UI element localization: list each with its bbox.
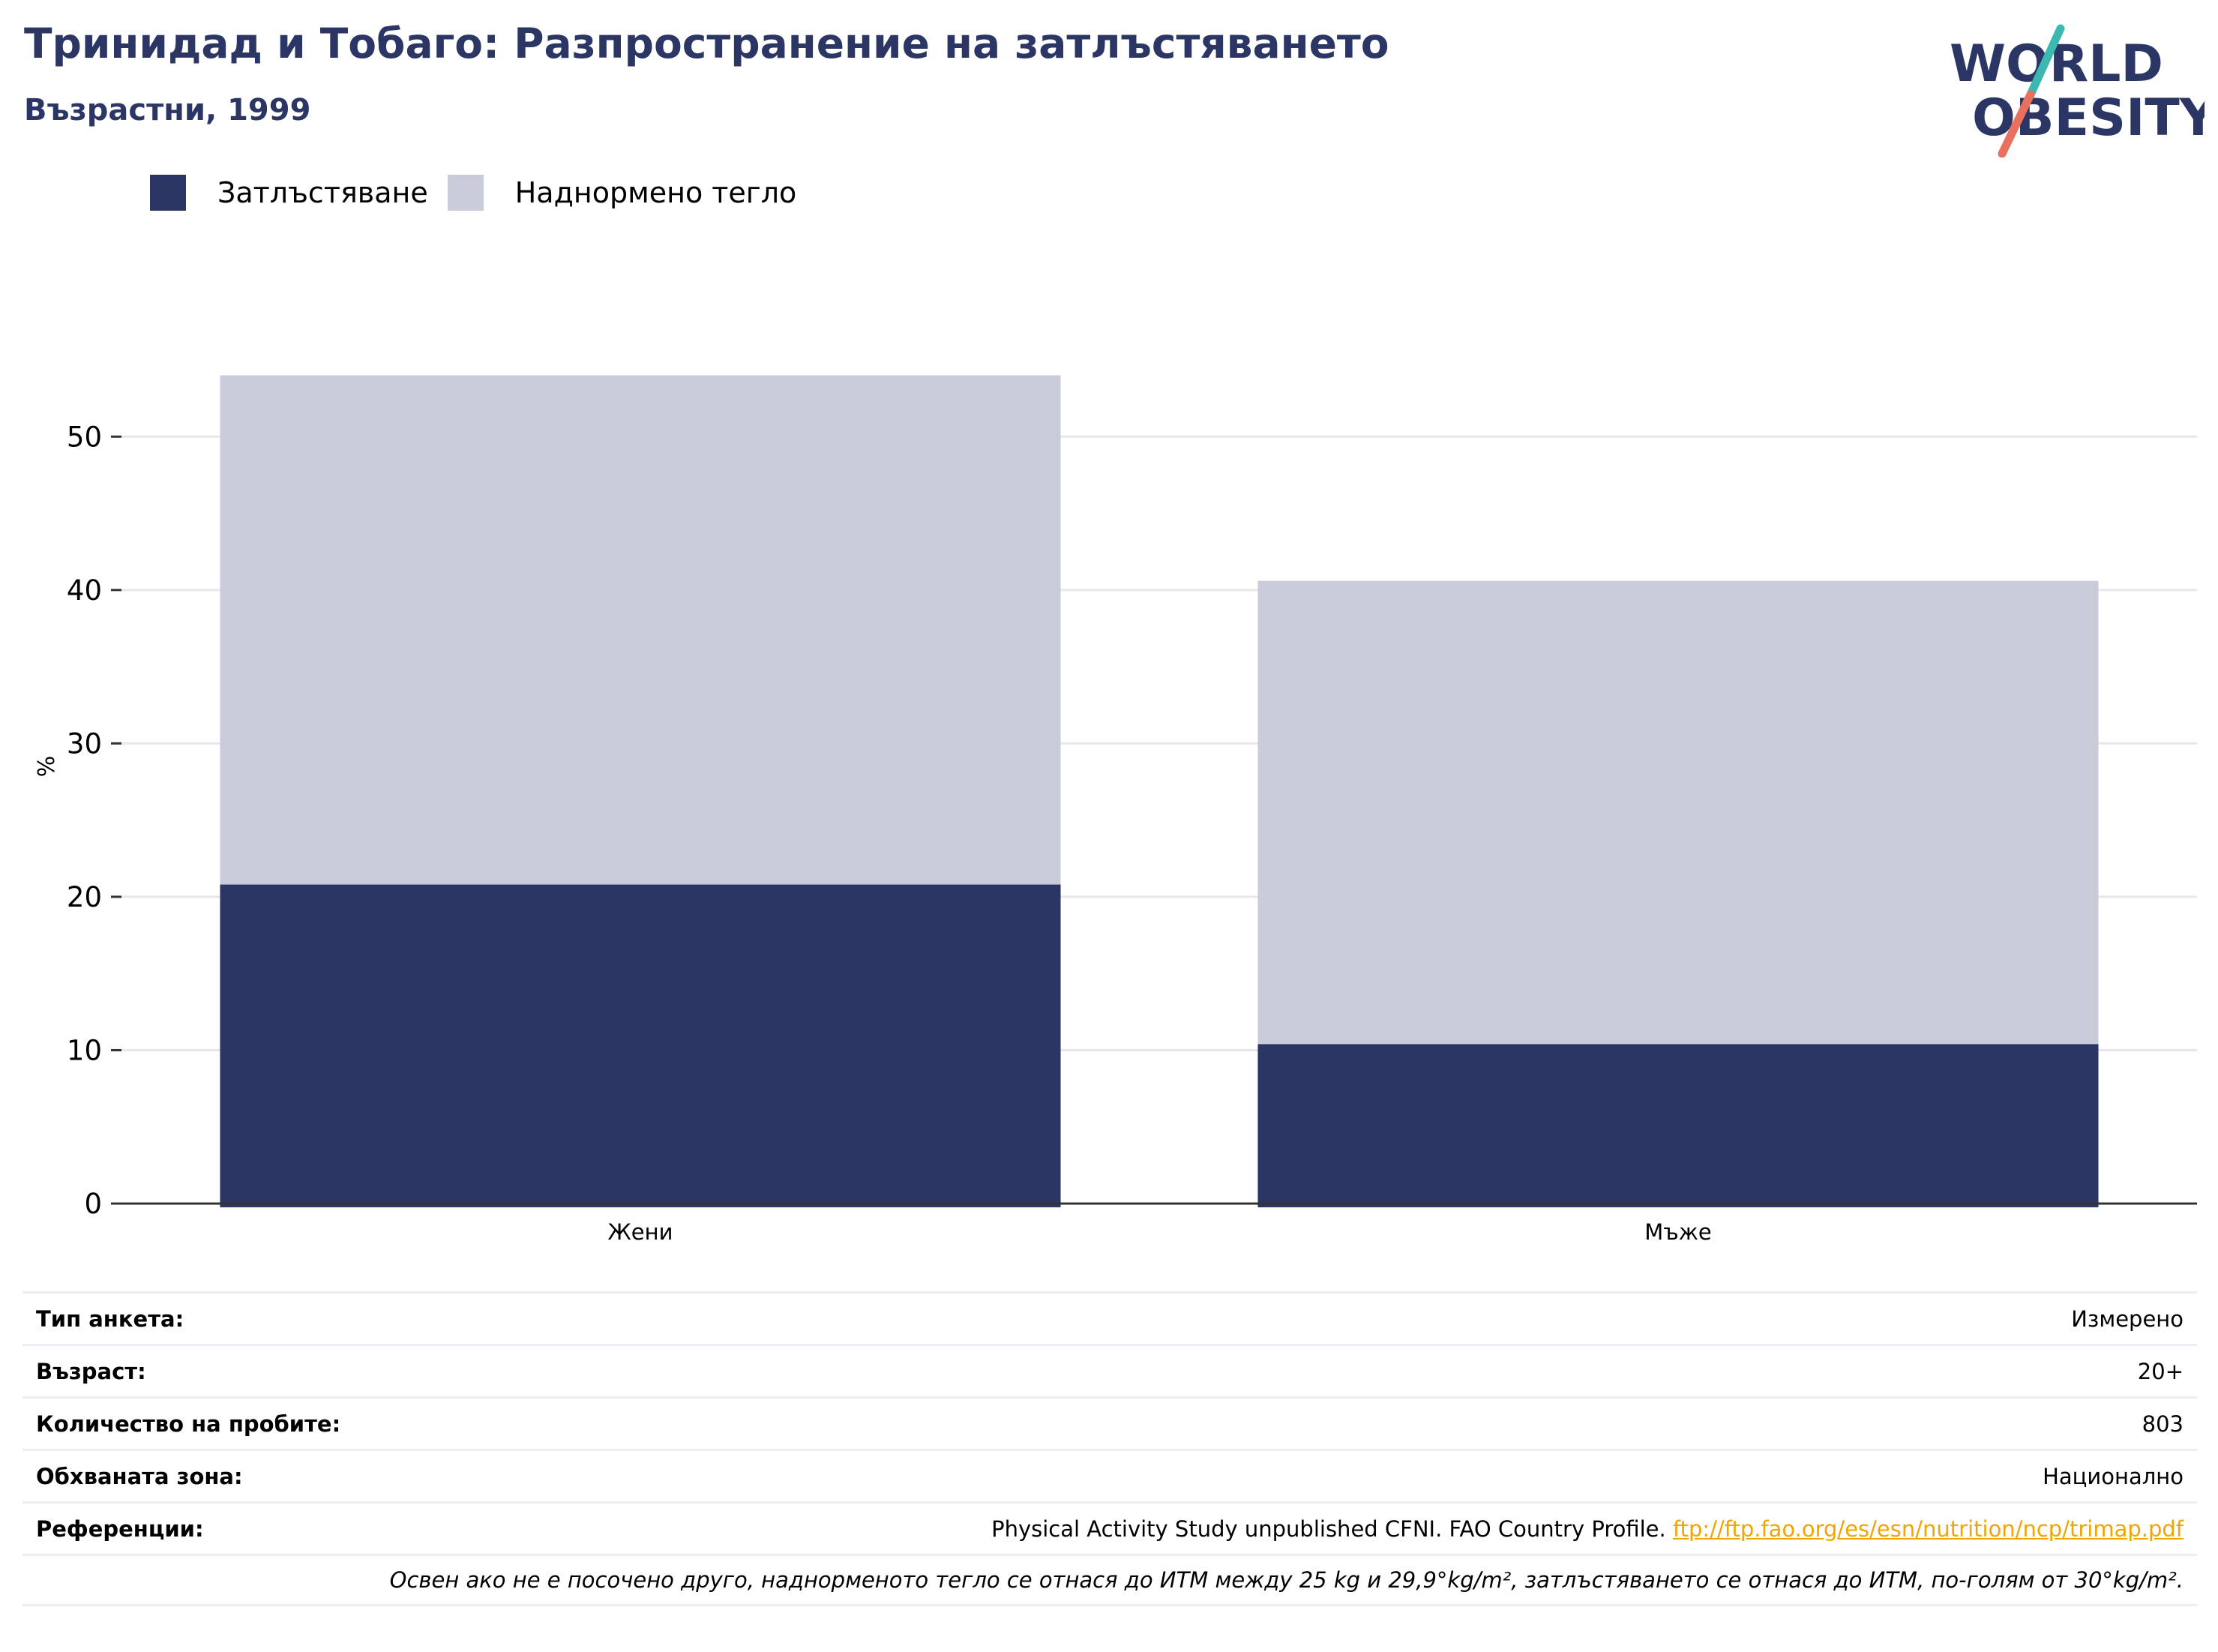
x-tick-labels: Жени Мъже: [608, 1219, 1712, 1245]
survey-type-value: Измерено: [2071, 1306, 2184, 1332]
y-axis-label: %: [34, 756, 60, 778]
legend-item-overweight: Наднормено тегло: [447, 175, 797, 211]
x-tick-label: Жени: [608, 1219, 673, 1245]
sample-size-value: 803: [2142, 1411, 2184, 1437]
references-value: Physical Activity Study unpublished CFNI…: [991, 1516, 2184, 1542]
y-tick-label: 50: [67, 421, 102, 453]
survey-type-label: Тип анкета:: [36, 1306, 184, 1332]
coverage-area-label: Обхваната зона:: [36, 1463, 243, 1489]
world-obesity-logo: WORLD OBESITY: [1950, 24, 2205, 157]
y-tick-label: 20: [67, 881, 102, 913]
info-table: Тип анкета: Измерено Възраст: 20+ Количе…: [22, 1291, 2197, 1606]
references-link[interactable]: ftp://ftp.fao.org/es/esn/nutrition/ncp/t…: [1672, 1516, 2184, 1542]
bars: [220, 375, 2099, 1207]
info-row-sample-size: Количество на пробите: 803: [22, 1396, 2197, 1449]
age-label: Възраст:: [36, 1358, 146, 1384]
page-title: Тринидад и Тобаго: Разпространение на за…: [24, 19, 1389, 67]
references-label: Референции:: [36, 1516, 204, 1542]
bar-overweight-0: [220, 375, 1061, 885]
bar-obesity-0: [220, 884, 1061, 1207]
y-tick-labels: 0 10 20 30 40 50: [67, 421, 121, 1220]
legend-swatch-overweight: [447, 175, 484, 211]
y-tick-label: 30: [67, 727, 102, 760]
info-row-note: Освен ако не е посочено друго, наднормен…: [22, 1554, 2197, 1606]
chart-legend: Затлъстяване Наднормено тегло: [150, 174, 816, 211]
y-tick-label: 40: [67, 574, 102, 607]
age-value: 20+: [2137, 1358, 2184, 1384]
references-text: Physical Activity Study unpublished CFNI…: [991, 1516, 1673, 1542]
sample-size-label: Количество на пробите:: [36, 1411, 341, 1437]
bar-overweight-1: [1257, 580, 2099, 1045]
stacked-bar-chart: 0 10 20 30 40 50 Жени Мъже %: [34, 375, 2197, 1245]
coverage-area-value: Национално: [2043, 1463, 2184, 1489]
y-tick-label: 10: [67, 1034, 102, 1066]
legend-item-obesity: Затлъстяване: [150, 175, 428, 211]
info-row-coverage-area: Обхваната зона: Национално: [22, 1449, 2197, 1501]
info-row-age: Възраст: 20+: [22, 1344, 2197, 1396]
legend-swatch-obesity: [150, 175, 186, 211]
legend-label-obesity: Затлъстяване: [217, 176, 428, 209]
x-tick-label: Мъже: [1644, 1219, 1711, 1245]
definition-note: Освен ако не е посочено друго, наднормен…: [389, 1567, 2184, 1593]
legend-label-overweight: Наднормено тегло: [514, 176, 797, 209]
info-row-references: Референции: Physical Activity Study unpu…: [22, 1501, 2197, 1554]
bar-obesity-1: [1257, 1044, 2099, 1207]
y-tick-label: 0: [84, 1188, 102, 1220]
page-subtitle: Възрастни, 1999: [24, 93, 311, 127]
info-row-survey-type: Тип анкета: Измерено: [22, 1291, 2197, 1344]
